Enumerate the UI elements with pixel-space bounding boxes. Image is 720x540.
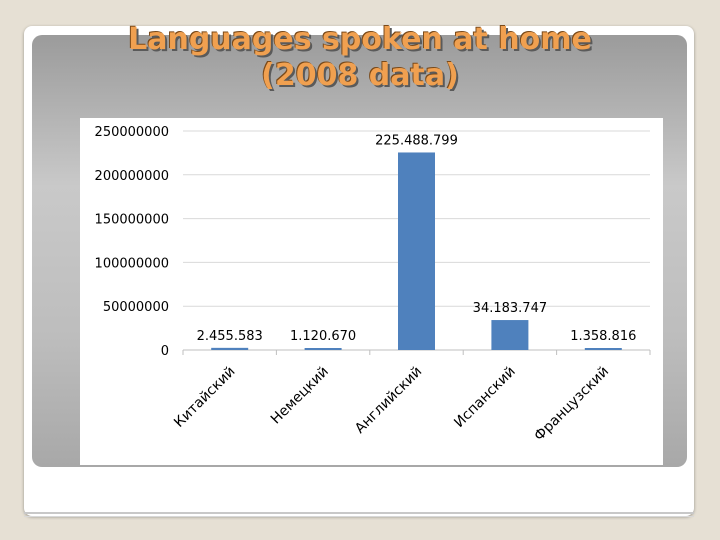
bar-2	[304, 348, 342, 350]
footer-rule	[24, 512, 694, 514]
bar-5	[584, 348, 622, 350]
y-tick-label: 100000000	[95, 256, 169, 271]
y-tick-label: 200000000	[95, 169, 169, 184]
data-label-3: 225.488.799	[375, 133, 458, 148]
chart-area: 2.455.583 1.120.670 225.488.799 34.183.747 1…	[80, 118, 663, 465]
footer-rule-secondary	[24, 516, 694, 517]
x-tick-label: Английский	[352, 364, 425, 437]
y-tick-label: 250000000	[95, 125, 169, 140]
y-tick-label: 50000000	[103, 300, 169, 315]
x-tick-label: Французский	[531, 364, 612, 445]
x-tick-label: Китайский	[171, 364, 238, 431]
data-label-4: 34.183.747	[473, 301, 547, 316]
data-label-2: 1.120.670	[290, 329, 356, 344]
x-tick-label: Немецкий	[268, 364, 332, 428]
data-label-5: 1.358.816	[570, 329, 636, 344]
x-tick-label: Испанский	[451, 364, 518, 431]
data-label-1: 2.455.583	[197, 329, 263, 344]
y-tick-label: 0	[161, 344, 169, 359]
bar-3	[398, 152, 435, 350]
bar-4	[491, 320, 529, 350]
bar-1	[211, 347, 249, 350]
bar-chart: 2.455.583 1.120.670 225.488.799 34.183.747 1…	[95, 125, 651, 445]
slide-title: Languages spoken at home (2008 data)	[100, 22, 620, 94]
slide-title-line-1: Languages spoken at home	[128, 22, 592, 57]
slide-title-line-2: (2008 data)	[261, 58, 459, 93]
y-tick-label: 150000000	[95, 213, 169, 228]
